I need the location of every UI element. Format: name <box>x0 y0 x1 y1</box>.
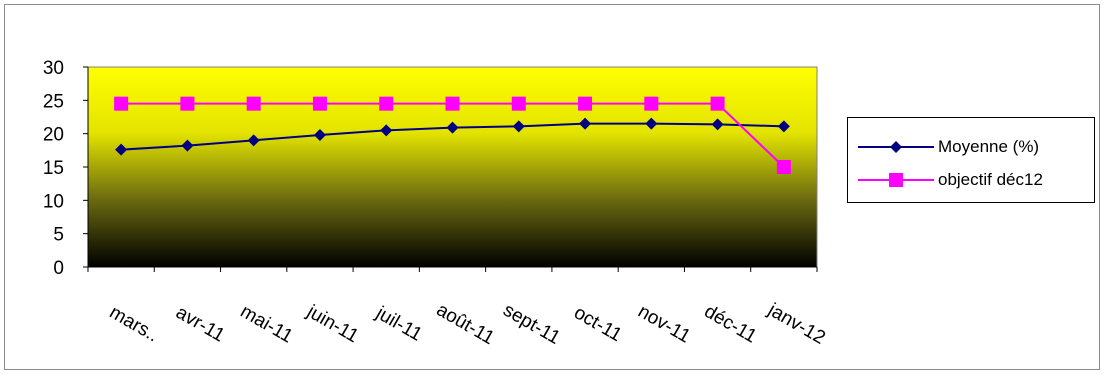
data-point-objectif <box>312 96 327 111</box>
data-point-moyenne <box>512 120 525 133</box>
data-point-objectif <box>511 96 526 111</box>
y-tick-label: 25 <box>43 91 64 112</box>
data-point-moyenne <box>579 117 592 130</box>
y-tick-label: 10 <box>43 191 64 212</box>
x-tick-label: juil-11 <box>372 302 426 345</box>
y-tick-label: 0 <box>53 258 64 279</box>
x-tick-label: janv-12 <box>764 299 829 349</box>
y-tick-label: 30 <box>43 58 64 79</box>
y-tick-label: 20 <box>43 125 64 146</box>
data-point-objectif <box>710 96 725 111</box>
data-point-moyenne <box>777 120 790 133</box>
square-marker-icon <box>858 173 934 187</box>
data-point-moyenne <box>115 143 128 156</box>
legend-item-moyenne: Moyenne (%) <box>848 137 1094 157</box>
data-point-moyenne <box>313 129 326 141</box>
data-point-moyenne <box>711 118 724 131</box>
data-point-objectif <box>445 96 460 111</box>
x-tick-label: oct-11 <box>570 302 625 346</box>
data-point-moyenne <box>247 134 260 147</box>
legend-item-objectif: objectif déc12 <box>848 170 1094 190</box>
x-tick-label: mars.. <box>106 302 162 347</box>
x-tick-label: avr-11 <box>172 302 228 346</box>
legend-label-moyenne: Moyenne (%) <box>938 137 1040 156</box>
data-point-objectif <box>180 96 195 111</box>
data-point-moyenne <box>181 139 194 152</box>
legend-label-objectif: objectif déc12 <box>938 170 1043 189</box>
y-tick-label: 15 <box>43 158 64 179</box>
x-tick-label: nov-11 <box>634 301 694 348</box>
x-tick-label: août-11 <box>433 299 498 349</box>
x-tick-label: sept-11 <box>499 300 563 349</box>
x-tick-label: déc-11 <box>701 301 761 348</box>
data-point-moyenne <box>446 121 459 134</box>
x-tick-label: juin-11 <box>302 301 362 348</box>
y-tick-label: 5 <box>53 225 64 246</box>
diamond-marker-icon <box>858 141 934 153</box>
data-point-objectif <box>776 160 791 174</box>
legend: Moyenne (%) objectif déc12 <box>847 117 1095 203</box>
data-point-objectif <box>246 96 261 111</box>
data-point-moyenne <box>380 124 393 137</box>
data-point-objectif <box>114 96 129 111</box>
data-point-objectif <box>578 96 593 111</box>
data-point-objectif <box>644 96 659 111</box>
x-tick-label: mai-11 <box>237 301 297 348</box>
data-point-objectif <box>379 96 394 111</box>
data-point-moyenne <box>645 117 658 130</box>
